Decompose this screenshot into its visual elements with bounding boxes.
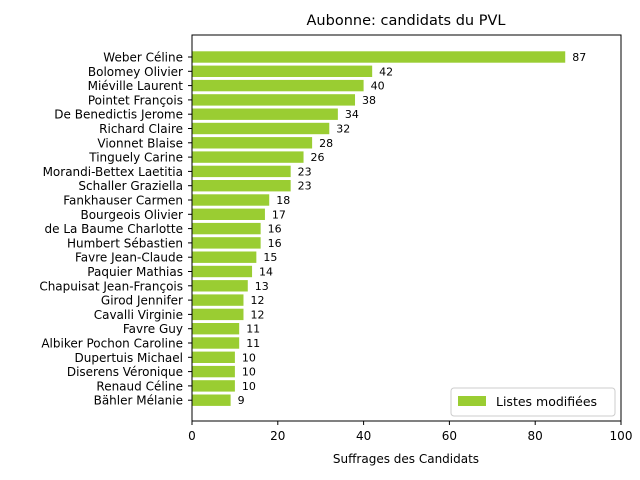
category-label: Miéville Laurent bbox=[88, 79, 184, 93]
plot-frame bbox=[191, 34, 622, 422]
category-label: Albiker Pochon Caroline bbox=[41, 337, 183, 351]
labels-layer: 87 Weber Céline 42 Bolomey Olivier 40 Miévill… bbox=[39, 51, 586, 408]
category-label: Renaud Céline bbox=[96, 379, 183, 393]
bar-value-label: 32 bbox=[336, 123, 350, 136]
bar bbox=[192, 79, 364, 92]
bar bbox=[192, 280, 248, 292]
bar-value-label: 23 bbox=[298, 165, 312, 178]
bar-value-label: 11 bbox=[246, 337, 260, 350]
category-label: Bolomey Olivier bbox=[88, 65, 183, 79]
bar-value-label: 34 bbox=[345, 108, 359, 121]
category-label: Tinguely Carine bbox=[88, 151, 183, 165]
legend-label: Listes modifiées bbox=[496, 394, 597, 409]
bar-value-label: 42 bbox=[379, 65, 393, 78]
bar-value-label: 87 bbox=[572, 51, 586, 64]
bar bbox=[192, 294, 244, 306]
bar-value-label: 12 bbox=[250, 308, 264, 321]
bar-value-label: 15 bbox=[263, 251, 277, 264]
bar-value-label: 16 bbox=[268, 223, 282, 236]
legend-swatch bbox=[458, 396, 486, 406]
category-label: Favre Guy bbox=[123, 322, 183, 336]
x-tick-label: 40 bbox=[356, 429, 371, 443]
category-label: Schaller Graziella bbox=[78, 179, 183, 193]
bar-value-label: 18 bbox=[276, 194, 290, 207]
bar-value-label: 16 bbox=[268, 237, 282, 250]
category-label: Pointet François bbox=[88, 93, 183, 107]
category-label: Humbert Sébastien bbox=[67, 236, 183, 250]
bar bbox=[192, 251, 257, 263]
category-label: Favre Jean-Claude bbox=[75, 251, 183, 265]
x-axis-title: Suffrages des Candidats bbox=[333, 452, 479, 466]
bar-value-label: 23 bbox=[298, 180, 312, 193]
x-tick-label: 60 bbox=[442, 429, 457, 443]
category-label: Dupertuis Michael bbox=[75, 351, 183, 365]
category-label: Morandi-Bettex Laetitia bbox=[43, 165, 183, 179]
bar bbox=[192, 137, 313, 149]
x-tick-label: 0 bbox=[188, 429, 196, 443]
category-label: Diserens Véronique bbox=[67, 365, 183, 379]
bar bbox=[192, 94, 356, 106]
bar-value-label: 10 bbox=[242, 380, 256, 393]
x-tick-label: 100 bbox=[610, 429, 633, 443]
bar bbox=[192, 180, 291, 192]
bar bbox=[192, 108, 338, 120]
bar bbox=[192, 65, 373, 77]
category-label: Bähler Mélanie bbox=[94, 394, 183, 408]
category-label: Fankhauser Carmen bbox=[63, 194, 183, 208]
bar-value-label: 9 bbox=[238, 394, 245, 407]
category-label: Weber Céline bbox=[103, 51, 183, 65]
bar bbox=[192, 222, 261, 235]
bar bbox=[192, 308, 244, 321]
category-label: Cavalli Virginie bbox=[94, 308, 183, 322]
bar bbox=[192, 51, 566, 63]
bar-value-label: 10 bbox=[242, 366, 256, 379]
bar-value-label: 14 bbox=[259, 266, 273, 279]
bar bbox=[192, 323, 240, 335]
bar bbox=[192, 265, 253, 278]
x-tick-label: 20 bbox=[270, 429, 285, 443]
x-tick-label: 80 bbox=[528, 429, 543, 443]
legend-box bbox=[450, 387, 616, 417]
bar bbox=[192, 237, 261, 249]
bar-value-label: 17 bbox=[272, 208, 286, 221]
bar bbox=[192, 122, 330, 135]
bar-value-label: 13 bbox=[255, 280, 269, 293]
bar bbox=[192, 351, 235, 363]
chart-title: Aubonne: candidats du PVL bbox=[307, 13, 506, 29]
bar-value-label: 28 bbox=[319, 137, 333, 150]
bar-value-label: 26 bbox=[311, 151, 325, 164]
category-label: Bourgeois Olivier bbox=[80, 208, 183, 222]
bar bbox=[192, 394, 231, 406]
legend: Listes modifiées bbox=[450, 387, 616, 417]
x-axis: 0 20 40 60 80 100 bbox=[188, 421, 632, 443]
category-label: Richard Claire bbox=[99, 122, 183, 136]
category-label: De Benedictis Jerome bbox=[54, 108, 183, 122]
bar-value-label: 12 bbox=[250, 294, 264, 307]
category-label: Girod Jennifer bbox=[101, 294, 183, 308]
bar bbox=[192, 151, 304, 163]
bar-value-label: 40 bbox=[371, 80, 385, 93]
bar bbox=[192, 380, 235, 392]
bar bbox=[192, 165, 291, 178]
bar bbox=[192, 365, 235, 378]
bar-value-label: 11 bbox=[246, 323, 260, 336]
bar bbox=[192, 337, 240, 349]
category-label: Chapuisat Jean-François bbox=[39, 279, 183, 293]
bars-layer bbox=[192, 51, 566, 406]
bar bbox=[192, 208, 265, 220]
category-label: Paquier Mathias bbox=[87, 265, 183, 279]
bar bbox=[192, 194, 270, 206]
category-label: de La Baume Charlotte bbox=[45, 222, 184, 236]
bar-value-label: 38 bbox=[362, 94, 376, 107]
bar-value-label: 10 bbox=[242, 351, 256, 364]
category-label: Vionnet Blaise bbox=[97, 136, 183, 150]
